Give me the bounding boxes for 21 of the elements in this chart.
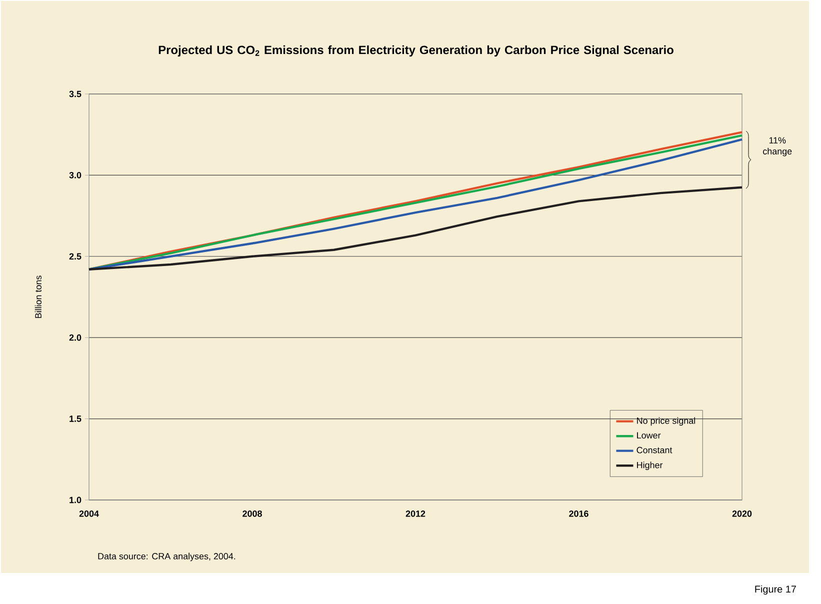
text: 11% change xyxy=(763,137,792,156)
y-axis-title: Billion tons xyxy=(34,276,42,318)
legend-label: Constant xyxy=(636,446,672,454)
y-tick-label: 1.5 xyxy=(70,416,82,422)
legend-label: Higher xyxy=(637,462,663,470)
y-tick-label: 2.0 xyxy=(69,334,82,341)
y-tick-label: 1.0 xyxy=(70,496,82,504)
x-tick-label: 2016 xyxy=(569,510,588,517)
legend-label: Lower xyxy=(637,432,661,439)
y-tick-label: 3.5 xyxy=(69,90,82,98)
legend-label: No price signal xyxy=(637,417,696,426)
y-tick-label: 3.0 xyxy=(69,172,82,178)
source-note: Data source: CRA analyses, 2004. xyxy=(98,552,236,562)
x-tick-label: 2008 xyxy=(242,510,262,517)
chart-title: Projected US CO$_{2}$ Emissions from Electricity Generation by Carbon Price Signal Scenario xyxy=(158,45,674,57)
y-tick-label: 2.5 xyxy=(69,253,82,260)
x-tick-label: 2020 xyxy=(732,510,752,517)
x-tick-label: 2012 xyxy=(406,510,426,517)
line-series xyxy=(88,186,744,270)
x-tick-label: 2004 xyxy=(79,510,99,517)
caption: Figure 17 xyxy=(755,585,796,595)
